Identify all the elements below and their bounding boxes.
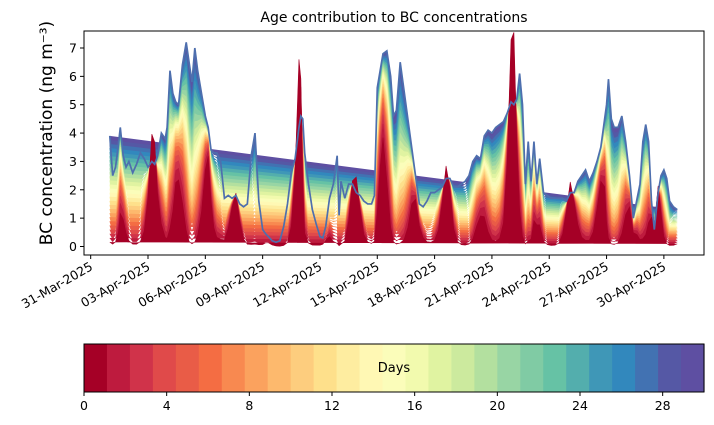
colorbar-tick-label: 20 bbox=[489, 398, 505, 413]
chart-title: Age contribution to BC concentrations bbox=[260, 10, 527, 26]
y-tick-label: 1 bbox=[69, 211, 77, 226]
colorbar-tick-label: 28 bbox=[655, 398, 671, 413]
colorbar-tick-label: 24 bbox=[572, 398, 588, 413]
colorbar-cell bbox=[313, 344, 338, 392]
colorbar-cell bbox=[451, 344, 475, 392]
y-tick-label: 7 bbox=[69, 41, 77, 56]
colorbar-cell bbox=[658, 344, 682, 392]
colorbar-cell bbox=[336, 344, 361, 392]
colorbar-label: Days bbox=[378, 361, 411, 376]
colorbar-cell bbox=[497, 344, 521, 392]
age-layer-1 bbox=[109, 49, 678, 247]
colorbar-cells bbox=[84, 344, 705, 392]
y-tick-label: 6 bbox=[69, 69, 77, 84]
colorbar: Days 0 4 8 12 16 20 24 28 bbox=[80, 343, 705, 413]
colorbar-tick-label: 4 bbox=[163, 398, 171, 413]
y-tick-label: 0 bbox=[69, 239, 77, 254]
colorbar-cell bbox=[612, 344, 636, 392]
age-layer-0 bbox=[109, 32, 678, 247]
colorbar-cell bbox=[589, 344, 613, 392]
colorbar-cell bbox=[175, 344, 200, 392]
colorbar-cell bbox=[474, 344, 498, 392]
colorbar-cell bbox=[290, 344, 315, 392]
colorbar-cell bbox=[84, 344, 108, 392]
y-tick-label: 4 bbox=[69, 126, 77, 141]
plot-frame bbox=[83, 30, 705, 256]
age-layers bbox=[109, 32, 678, 247]
colorbar-cell bbox=[681, 344, 705, 392]
colorbar-ticks: 0 4 8 12 16 20 24 28 bbox=[80, 392, 671, 413]
y-tick-label: 2 bbox=[69, 182, 77, 197]
colorbar-cell bbox=[244, 344, 269, 392]
colorbar-tick-label: 0 bbox=[80, 398, 88, 413]
colorbar-tick-label: 16 bbox=[407, 398, 423, 413]
colorbar-tick-label: 8 bbox=[245, 398, 253, 413]
y-axis-ticks: 0 1 2 3 4 5 6 7 bbox=[69, 41, 84, 254]
colorbar-cell bbox=[267, 344, 292, 392]
age-layer-2 bbox=[109, 59, 678, 246]
colorbar-cell bbox=[428, 344, 452, 392]
colorbar-cell bbox=[520, 344, 544, 392]
colorbar-cell bbox=[566, 344, 590, 392]
y-tick-label: 5 bbox=[69, 97, 77, 112]
plot-area bbox=[83, 30, 705, 256]
colorbar-frame bbox=[83, 343, 705, 393]
colorbar-tick-label: 12 bbox=[324, 398, 340, 413]
colorbar-cell bbox=[221, 344, 246, 392]
total-concentration-line bbox=[108, 42, 678, 244]
colorbar-cell bbox=[543, 344, 567, 392]
y-axis-label: BC concentration (ng m⁻³) bbox=[37, 21, 57, 245]
colorbar-cell bbox=[106, 344, 131, 392]
colorbar-cell bbox=[152, 344, 177, 392]
x-axis-ticks: 31-Mar-202503-Apr-202506-Apr-202509-Apr-… bbox=[19, 255, 668, 311]
colorbar-cell bbox=[129, 344, 154, 392]
y-tick-label: 3 bbox=[69, 154, 77, 169]
colorbar-cell bbox=[382, 344, 407, 392]
colorbar-cell bbox=[198, 344, 223, 392]
colorbar-cell bbox=[405, 344, 430, 392]
colorbar-cell bbox=[359, 344, 384, 392]
colorbar-cell bbox=[635, 344, 659, 392]
